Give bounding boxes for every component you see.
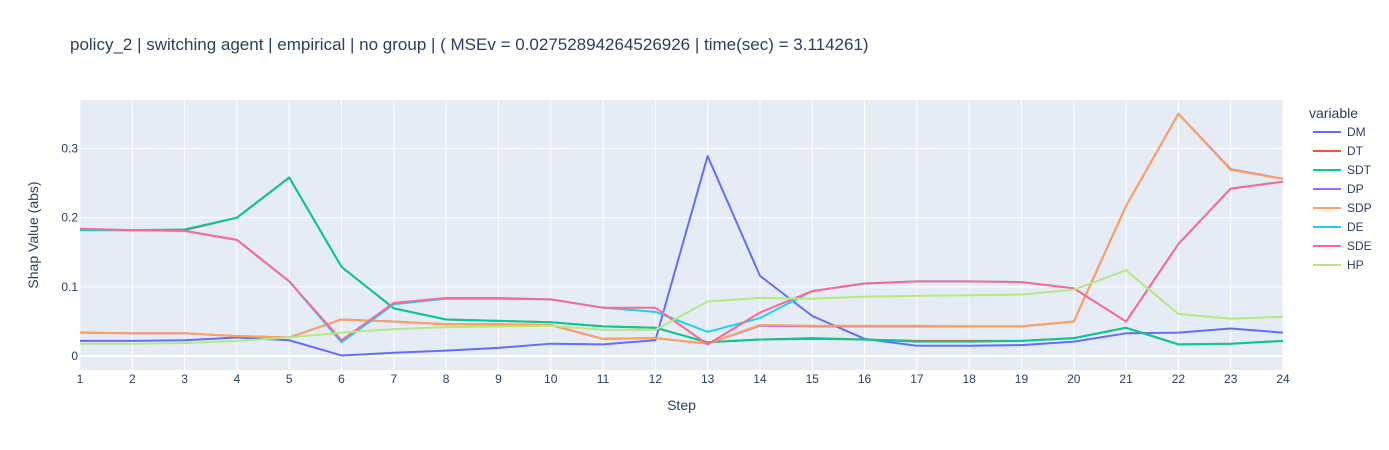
legend-label: DM [1347, 125, 1366, 139]
series-lines [79, 112, 1284, 357]
series-line-sdt [80, 176, 1284, 346]
legend-label: HP [1347, 258, 1364, 272]
legend-label: SDP [1347, 201, 1372, 215]
y-axis-ticks: 0 0.1 0.2 0.3 [61, 141, 78, 363]
x-tick-label: 21 [1119, 372, 1133, 386]
x-tick-label: 17 [910, 372, 924, 386]
legend-label: SDE [1347, 239, 1372, 253]
x-tick-label: 15 [806, 372, 820, 386]
series-line-dm [80, 155, 1284, 357]
x-tick-label: 5 [286, 372, 293, 386]
x-tick-label: 11 [597, 372, 610, 386]
legend-label: DT [1347, 144, 1364, 158]
legend-item-sdp[interactable]: SDP [1313, 201, 1372, 215]
y-tick-label: 0 [71, 349, 78, 363]
x-tick-label: 1 [77, 372, 84, 386]
x-tick-label: 7 [390, 372, 397, 386]
legend-title: variable [1309, 105, 1358, 121]
legend-item-dm[interactable]: DM [1313, 125, 1366, 139]
x-tick-label: 22 [1172, 372, 1186, 386]
x-tick-label: 8 [443, 372, 450, 386]
x-tick-label: 19 [1015, 372, 1029, 386]
legend-label: DE [1347, 220, 1364, 234]
x-tick-label: 18 [962, 372, 976, 386]
legend-label: DP [1347, 182, 1364, 196]
chart-title: policy_2 | switching agent | empirical |… [70, 35, 869, 54]
x-tick-label: 6 [338, 372, 345, 386]
legend-item-sdt[interactable]: SDT [1313, 163, 1372, 177]
x-tick-label: 9 [495, 372, 502, 386]
y-tick-label: 0.3 [61, 141, 78, 155]
series-line-sde [79, 180, 1284, 346]
x-tick-label: 2 [129, 372, 136, 386]
legend-item-dt[interactable]: DT [1313, 144, 1364, 158]
legend-item-sde[interactable]: SDE [1313, 239, 1372, 253]
y-tick-label: 0.2 [61, 211, 78, 225]
x-tick-label: 12 [649, 372, 663, 386]
legend-item-dp[interactable]: DP [1313, 182, 1364, 196]
x-tick-label: 13 [701, 372, 715, 386]
legend-item-hp[interactable]: HP [1313, 258, 1364, 272]
x-tick-label: 4 [234, 372, 241, 386]
x-axis-ticks: 1 2 3 4 5 6 7 8 9 10 11 12 13 14 15 16 17 18 19 20 21 22 23 24 [77, 372, 1290, 386]
y-axis-title: Shap Value (abs) [25, 181, 41, 288]
x-tick-label: 3 [181, 372, 188, 386]
legend[interactable]: DM DT SDT DP SDP DE SDE HP [1313, 125, 1372, 272]
series-line-hp [80, 269, 1284, 345]
y-tick-label: 0.1 [61, 280, 78, 294]
legend-item-de[interactable]: DE [1313, 220, 1364, 234]
x-tick-label: 24 [1276, 372, 1290, 386]
plot-area [80, 100, 1283, 370]
x-tick-label: 20 [1067, 372, 1081, 386]
x-tick-label: 23 [1224, 372, 1238, 386]
legend-label: SDT [1347, 163, 1372, 177]
x-axis-title: Step [667, 397, 696, 413]
x-tick-label: 10 [544, 372, 558, 386]
x-tick-label: 16 [858, 372, 872, 386]
x-tick-label: 14 [753, 372, 767, 386]
